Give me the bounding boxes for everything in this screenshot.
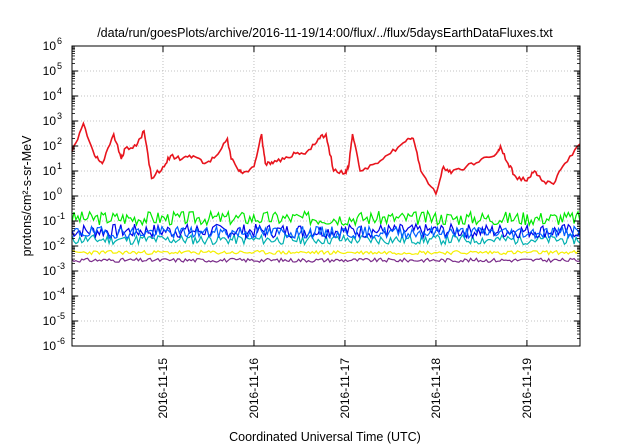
y-tick-exponent: 1 (57, 161, 62, 171)
y-tick-exponent: 4 (57, 86, 62, 96)
y-tick-label: 10 (43, 164, 57, 178)
y-tick-label: 10 (43, 139, 57, 153)
y-tick-exponent: -2 (57, 236, 65, 246)
y-tick-label: 10 (43, 314, 57, 328)
chart-title: /data/run/goesPlots/archive/2016-11-19/1… (97, 26, 553, 40)
x-axis: 2016-11-15 2016-11-16 2016-11-17 2016-11-18… (156, 46, 534, 419)
x-tick-label: 2016-11-18 (429, 358, 443, 419)
y-tick-exponent: 0 (57, 186, 62, 196)
grid (72, 46, 580, 346)
x-axis-label: Coordinated Universal Time (UTC) (229, 430, 421, 444)
x-tick-label: 2016-11-17 (338, 358, 352, 419)
plot-frame (71, 45, 581, 347)
y-tick-label: 10 (43, 339, 57, 353)
y-axis-label: protons/cm²-s-sr-MeV (20, 135, 34, 257)
y-tick-label: 10 (43, 289, 57, 303)
series-line (71, 121, 581, 197)
y-tick-exponent: 5 (57, 61, 62, 71)
y-tick-exponent: -5 (57, 311, 65, 321)
y-tick-exponent: -1 (57, 211, 65, 221)
y-axis: 10 -610 -510 -410 -310 -210 -110 010 110 210 310 41… (43, 36, 580, 353)
y-tick-label: 10 (43, 264, 57, 278)
series-line (71, 209, 581, 228)
y-tick-exponent: -6 (57, 336, 65, 346)
x-tick-label: 2016-11-19 (520, 358, 534, 419)
series-layer (71, 121, 581, 264)
y-tick-label: 10 (43, 239, 57, 253)
y-tick-exponent: -3 (57, 261, 65, 271)
series-line (71, 257, 581, 264)
y-tick-exponent: 6 (57, 36, 62, 46)
series-line (71, 224, 581, 241)
y-tick-exponent: 3 (57, 111, 62, 121)
series-line (71, 249, 581, 256)
x-tick-label: 2016-11-16 (247, 358, 261, 419)
y-tick-label: 10 (43, 89, 57, 103)
y-tick-label: 10 (43, 114, 57, 128)
y-tick-exponent: -4 (57, 286, 65, 296)
x-tick-label: 2016-11-15 (156, 358, 170, 419)
y-tick-label: 10 (43, 64, 57, 78)
y-tick-label: 10 (43, 189, 57, 203)
y-tick-label: 10 (43, 39, 57, 53)
y-tick-label: 10 (43, 214, 57, 228)
y-tick-exponent: 2 (57, 136, 62, 146)
